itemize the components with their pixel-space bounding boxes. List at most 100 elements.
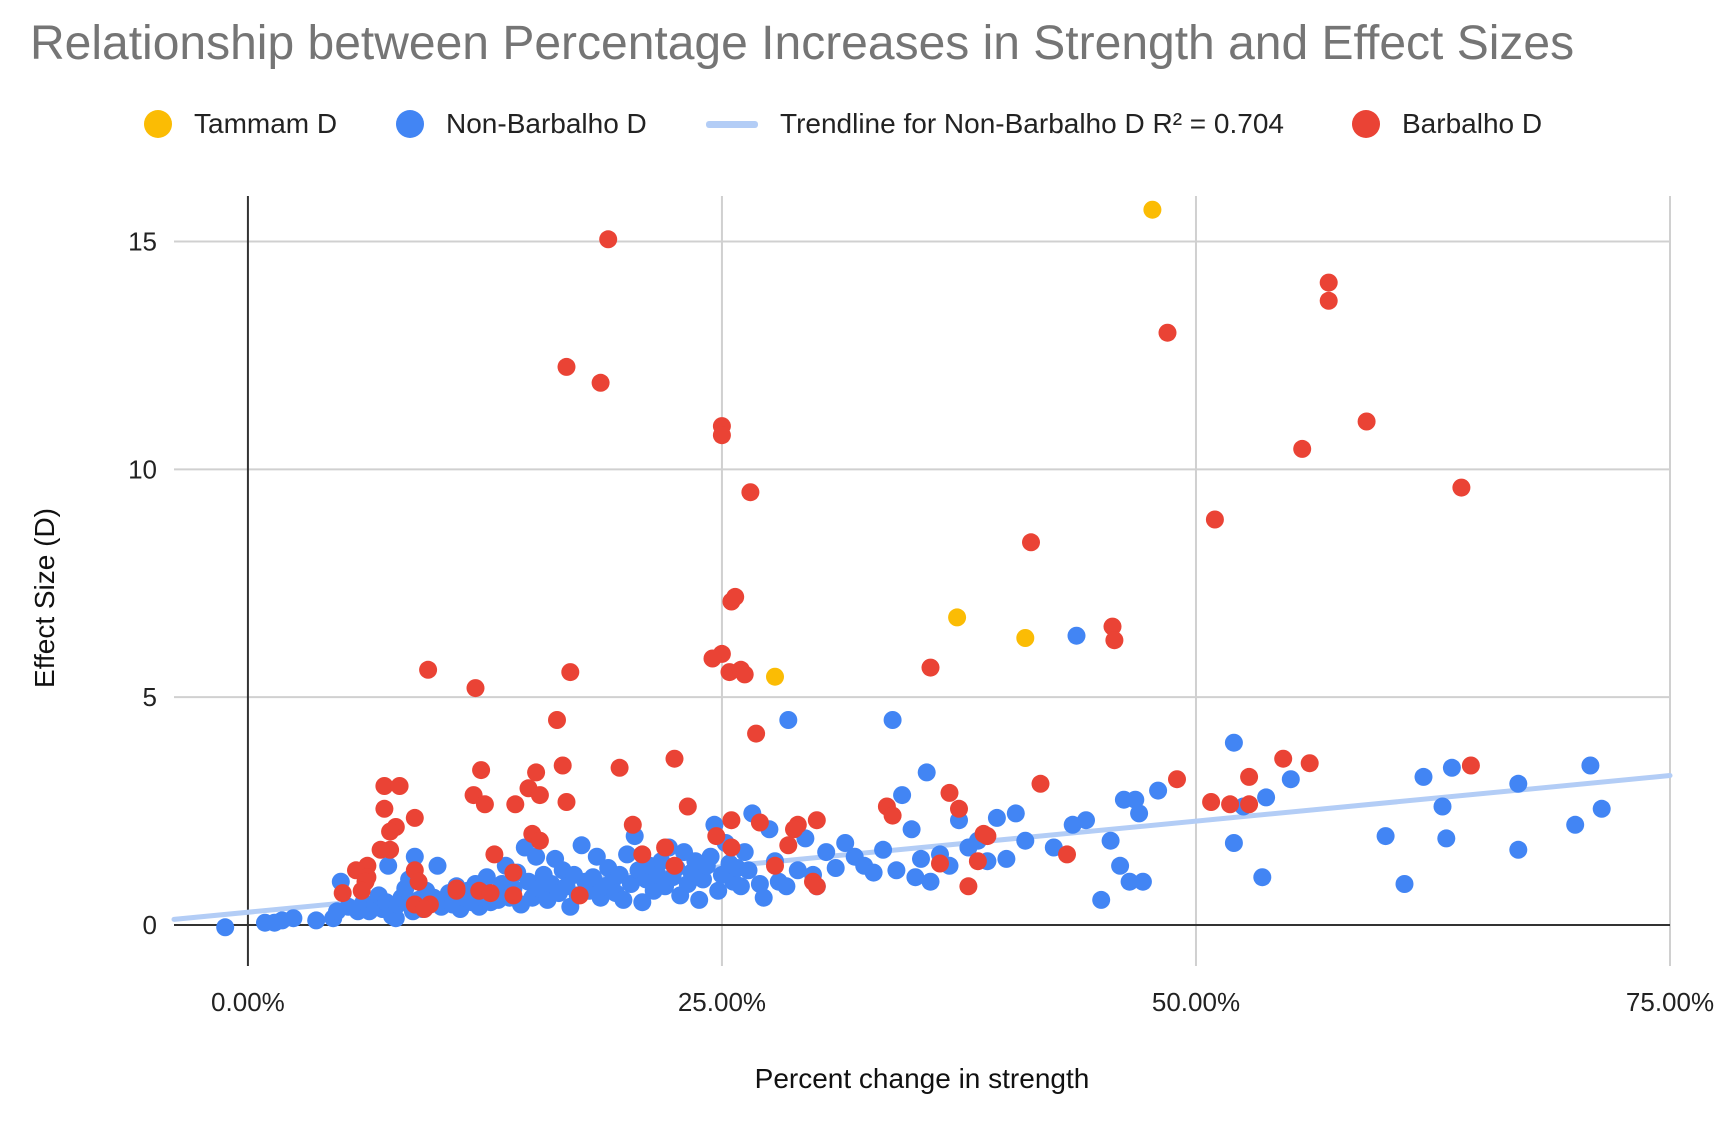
non-barbalho-point[interactable]: [1006, 804, 1025, 823]
non-barbalho-point[interactable]: [754, 888, 773, 907]
non-barbalho-point[interactable]: [874, 840, 893, 859]
non-barbalho-point[interactable]: [1257, 788, 1276, 807]
barbalho-point[interactable]: [1274, 749, 1293, 768]
non-barbalho-point[interactable]: [921, 872, 940, 891]
non-barbalho-point[interactable]: [1016, 831, 1035, 850]
barbalho-point[interactable]: [561, 663, 580, 682]
non-barbalho-point[interactable]: [1149, 781, 1168, 800]
barbalho-point[interactable]: [1105, 631, 1124, 650]
barbalho-point[interactable]: [599, 230, 618, 249]
non-barbalho-point[interactable]: [826, 859, 845, 877]
barbalho-point[interactable]: [968, 852, 987, 871]
non-barbalho-point[interactable]: [1442, 758, 1461, 777]
barbalho-point[interactable]: [766, 856, 784, 875]
barbalho-point[interactable]: [735, 665, 754, 684]
barbalho-point[interactable]: [623, 815, 642, 834]
non-barbalho-point[interactable]: [284, 909, 303, 928]
non-barbalho-point[interactable]: [307, 911, 326, 930]
barbalho-point[interactable]: [504, 886, 523, 905]
barbalho-point[interactable]: [381, 822, 400, 841]
barbalho-point[interactable]: [506, 795, 525, 814]
barbalho-point[interactable]: [707, 827, 726, 846]
barbalho-point[interactable]: [1357, 412, 1376, 431]
barbalho-point[interactable]: [390, 777, 409, 795]
non-barbalho-point[interactable]: [1101, 831, 1120, 850]
barbalho-point[interactable]: [656, 838, 675, 857]
barbalho-point[interactable]: [703, 649, 722, 668]
non-barbalho-point[interactable]: [987, 808, 1006, 827]
non-barbalho-point[interactable]: [1133, 872, 1152, 891]
non-barbalho-point[interactable]: [1437, 829, 1456, 848]
barbalho-point[interactable]: [1022, 533, 1040, 552]
non-barbalho-point[interactable]: [1395, 875, 1414, 893]
barbalho-point[interactable]: [610, 758, 629, 777]
barbalho-point[interactable]: [504, 863, 523, 882]
tammam-point[interactable]: [948, 608, 967, 627]
non-barbalho-point[interactable]: [750, 875, 769, 893]
barbalho-point[interactable]: [1202, 793, 1221, 811]
barbalho-point[interactable]: [779, 836, 798, 855]
non-barbalho-point[interactable]: [572, 836, 591, 855]
barbalho-point[interactable]: [481, 884, 500, 903]
barbalho-point[interactable]: [415, 900, 434, 918]
barbalho-point[interactable]: [553, 756, 572, 775]
barbalho-point[interactable]: [485, 845, 504, 864]
barbalho-point[interactable]: [726, 587, 745, 606]
barbalho-point[interactable]: [722, 811, 741, 830]
non-barbalho-point[interactable]: [788, 861, 807, 880]
non-barbalho-point[interactable]: [621, 875, 640, 893]
barbalho-point[interactable]: [557, 357, 576, 376]
barbalho-point[interactable]: [557, 793, 576, 811]
non-barbalho-point[interactable]: [1120, 872, 1139, 891]
non-barbalho-point[interactable]: [694, 870, 712, 889]
non-barbalho-point[interactable]: [902, 820, 921, 839]
non-barbalho-point[interactable]: [1126, 790, 1145, 809]
barbalho-point[interactable]: [352, 881, 371, 900]
tammam-point[interactable]: [1143, 200, 1162, 219]
non-barbalho-point[interactable]: [1092, 890, 1111, 909]
barbalho-point[interactable]: [665, 749, 684, 768]
non-barbalho-point[interactable]: [428, 856, 447, 875]
non-barbalho-point[interactable]: [817, 843, 836, 862]
barbalho-point[interactable]: [1058, 845, 1076, 864]
barbalho-point[interactable]: [747, 724, 766, 743]
non-barbalho-point[interactable]: [527, 847, 546, 866]
barbalho-point[interactable]: [1293, 439, 1312, 458]
barbalho-point[interactable]: [591, 373, 610, 392]
barbalho-point[interactable]: [1205, 510, 1224, 529]
non-barbalho-point[interactable]: [1509, 840, 1528, 859]
barbalho-point[interactable]: [466, 679, 485, 698]
barbalho-point[interactable]: [750, 813, 769, 832]
barbalho-point[interactable]: [1240, 795, 1259, 814]
barbalho-point[interactable]: [371, 840, 390, 859]
tammam-point[interactable]: [766, 667, 784, 686]
barbalho-point[interactable]: [447, 881, 466, 900]
non-barbalho-point[interactable]: [477, 868, 496, 887]
barbalho-point[interactable]: [530, 786, 549, 805]
barbalho-point[interactable]: [741, 483, 760, 502]
non-barbalho-point[interactable]: [883, 711, 902, 729]
barbalho-point[interactable]: [921, 658, 940, 677]
barbalho-point[interactable]: [570, 886, 589, 905]
non-barbalho-point[interactable]: [614, 890, 633, 909]
non-barbalho-point[interactable]: [887, 861, 906, 880]
barbalho-point[interactable]: [1031, 774, 1050, 793]
barbalho-point[interactable]: [1461, 756, 1480, 775]
barbalho-point[interactable]: [1452, 478, 1471, 497]
barbalho-point[interactable]: [405, 808, 424, 827]
non-barbalho-point[interactable]: [1111, 856, 1130, 875]
non-barbalho-point[interactable]: [709, 881, 728, 900]
barbalho-point[interactable]: [375, 799, 394, 818]
non-barbalho-point[interactable]: [1592, 799, 1611, 818]
non-barbalho-point[interactable]: [1130, 804, 1149, 823]
non-barbalho-point[interactable]: [379, 856, 398, 875]
barbalho-point[interactable]: [883, 806, 902, 825]
non-barbalho-point[interactable]: [1224, 834, 1243, 852]
non-barbalho-point[interactable]: [1376, 827, 1395, 846]
barbalho-point[interactable]: [472, 761, 491, 780]
barbalho-point[interactable]: [712, 426, 731, 445]
barbalho-point[interactable]: [1103, 617, 1122, 636]
non-barbalho-point[interactable]: [777, 877, 796, 896]
barbalho-point[interactable]: [978, 827, 997, 846]
non-barbalho-point[interactable]: [1077, 811, 1095, 830]
